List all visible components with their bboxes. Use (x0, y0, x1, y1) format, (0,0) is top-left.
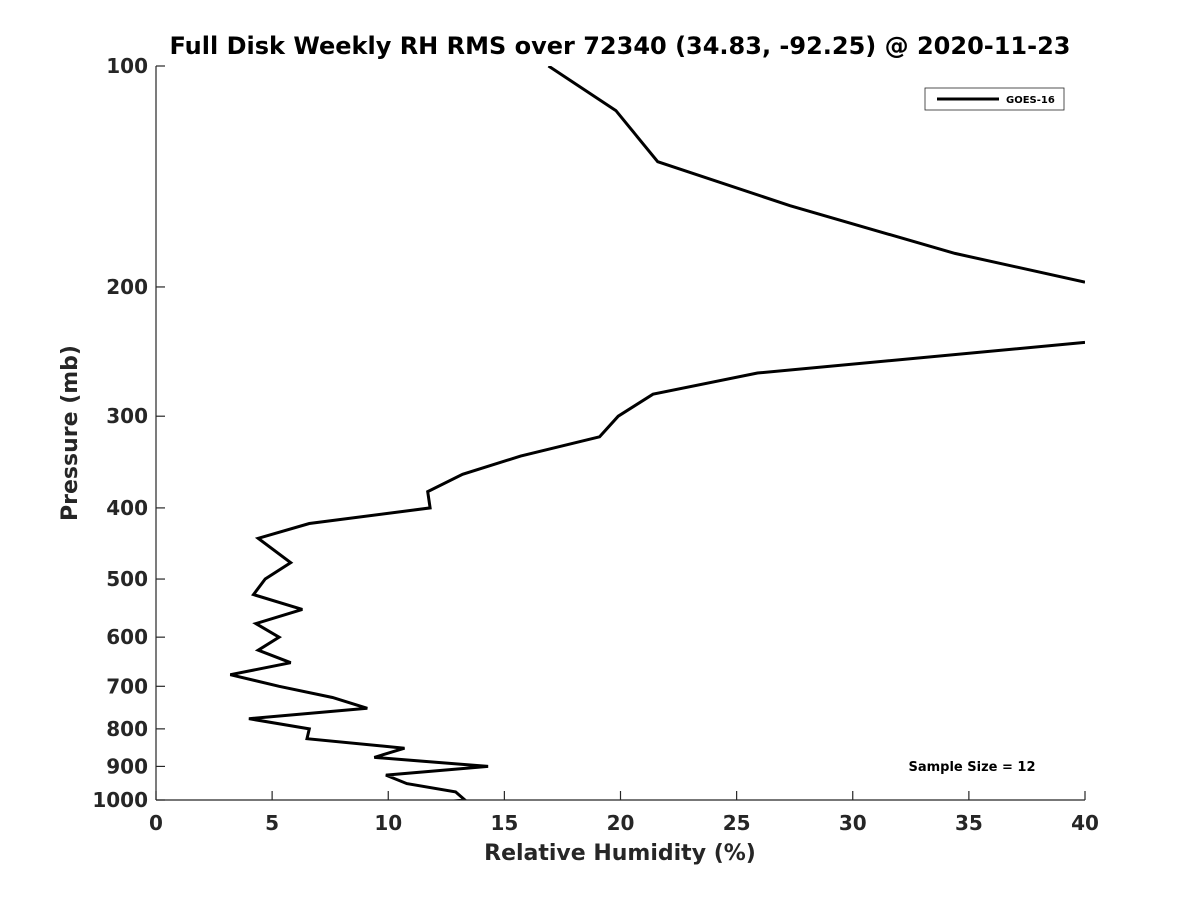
x-tick-label: 0 (149, 811, 163, 835)
x-ticks: 0 5 10 15 20 25 30 35 40 (149, 791, 1099, 835)
x-axis-label: Relative Humidity (%) (484, 841, 756, 866)
y-tick-label: 700 (106, 674, 148, 698)
y-tick-label: 800 (106, 717, 148, 741)
legend-label-goes-16: GOES-16 (1006, 95, 1055, 106)
series-line-goes-16 (229, 340, 1085, 800)
y-tick-label: 500 (106, 567, 148, 591)
series-line-goes-16 (547, 66, 1085, 284)
y-axis-label: Pressure (mb) (58, 345, 83, 521)
y-tick-label: 900 (106, 754, 148, 778)
y-ticks: 100 200 300 400 500 600 700 800 900 1000 (92, 54, 165, 812)
chart-title: Full Disk Weekly RH RMS over 72340 (34.8… (169, 32, 1070, 60)
sample-size-annotation: Sample Size = 12 (908, 760, 1035, 775)
x-tick-label: 35 (955, 811, 983, 835)
x-tick-label: 10 (374, 811, 402, 835)
legend: GOES-16 (924, 87, 1065, 111)
x-tick-label: 5 (265, 811, 279, 835)
y-tick-label: 300 (106, 404, 148, 428)
y-tick-label: 1000 (92, 788, 148, 812)
y-tick-label: 200 (106, 275, 148, 299)
x-tick-label: 25 (723, 811, 751, 835)
x-tick-label: 20 (607, 811, 635, 835)
x-tick-label: 30 (839, 811, 867, 835)
y-tick-label: 100 (106, 54, 148, 78)
series-layer (229, 66, 1085, 800)
x-tick-label: 40 (1071, 811, 1099, 835)
y-tick-label: 600 (106, 625, 148, 649)
y-tick-label: 400 (106, 496, 148, 520)
x-tick-label: 15 (490, 811, 518, 835)
